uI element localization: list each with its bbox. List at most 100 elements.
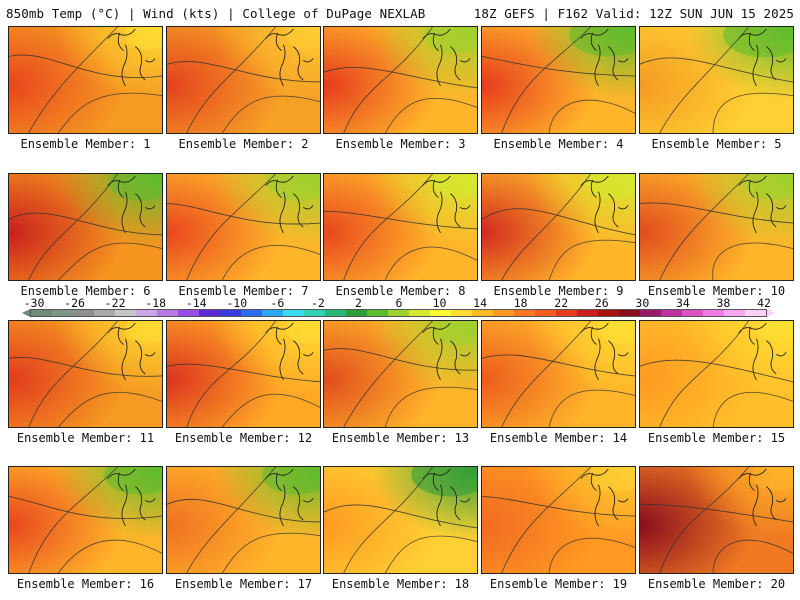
colorbar-segment <box>178 310 199 316</box>
colorbar-tick-label: -30 <box>23 296 45 310</box>
ensemble-map-panel <box>8 26 163 134</box>
colorbar-segment <box>325 310 346 316</box>
colorbar-segment <box>262 310 283 316</box>
colorbar-tick-label: -2 <box>310 296 325 310</box>
colorbar-right-arrow <box>767 309 775 317</box>
colorbar-tick-label: -10 <box>226 296 248 310</box>
ensemble-member-caption: Ensemble Member: 6 <box>20 284 151 298</box>
colorbar-segment <box>52 310 73 316</box>
temperature-colorbar <box>30 309 767 317</box>
colorbar-segment <box>724 310 745 316</box>
colorbar-segment <box>241 310 262 316</box>
ensemble-member-caption: Ensemble Member: 12 <box>174 431 313 445</box>
ensemble-member-caption: Ensemble Member: 7 <box>178 284 309 298</box>
colorbar-tick-label: 22 <box>554 296 569 310</box>
map-header: 850mb Temp (°C) | Wind (kts) | College o… <box>6 3 794 23</box>
colorbar-segment <box>451 310 472 316</box>
colorbar-segment <box>115 310 136 316</box>
colorbar-tick-label: 6 <box>395 296 403 310</box>
ensemble-map-panel <box>639 466 794 574</box>
header-right-title: 18Z GEFS | F162 Valid: 12Z SUN JUN 15 20… <box>473 5 794 21</box>
colorbar-left-arrow <box>22 309 30 317</box>
ensemble-map-panel <box>323 466 478 574</box>
ensemble-member-caption: Ensemble Member: 20 <box>647 577 786 591</box>
colorbar-segment <box>703 310 724 316</box>
colorbar-segment <box>430 310 451 316</box>
colorbar-tick-label: -22 <box>104 296 126 310</box>
header-left-title: 850mb Temp (°C) | Wind (kts) | College o… <box>6 5 426 21</box>
ensemble-map-panel <box>166 466 321 574</box>
ensemble-map-panel <box>8 466 163 574</box>
colorbar-tick-label: -26 <box>64 296 85 310</box>
ensemble-member-caption: Ensemble Member: 18 <box>331 577 470 591</box>
ensemble-member-caption: Ensemble Member: 5 <box>651 137 782 151</box>
colorbar-segment <box>619 310 640 316</box>
colorbar-segment <box>598 310 619 316</box>
ensemble-member-caption: Ensemble Member: 1 <box>20 137 151 151</box>
ensemble-map-panel <box>639 26 794 134</box>
ensemble-map-panel <box>323 173 478 281</box>
ensemble-map-panel <box>166 320 321 428</box>
ensemble-map-panel <box>323 26 478 134</box>
colorbar-segment <box>73 310 94 316</box>
colorbar-tick-label: 2 <box>354 296 362 310</box>
colorbar-segment <box>745 310 766 316</box>
colorbar-tick-label: 18 <box>513 296 528 310</box>
colorbar-tick-label: -14 <box>185 296 207 310</box>
colorbar-tick-label: 34 <box>675 296 690 310</box>
colorbar-segment <box>283 310 304 316</box>
colorbar-segment <box>661 310 682 316</box>
colorbar-segment <box>388 310 409 316</box>
colorbar-segment <box>640 310 661 316</box>
colorbar-segment <box>535 310 556 316</box>
ensemble-map-panel <box>8 320 163 428</box>
colorbar-segment <box>31 310 52 316</box>
colorbar-segment <box>493 310 514 316</box>
ensemble-map-panel <box>166 26 321 134</box>
colorbar-tick-label: 10 <box>432 296 447 310</box>
colorbar-segment <box>199 310 220 316</box>
colorbar-tick-label: -18 <box>145 296 167 310</box>
colorbar-segment <box>514 310 535 316</box>
ensemble-map-panel <box>166 173 321 281</box>
colorbar-segment <box>94 310 115 316</box>
ensemble-member-caption: Ensemble Member: 16 <box>16 577 155 591</box>
ensemble-map-panel <box>639 173 794 281</box>
ensemble-map-panel <box>639 320 794 428</box>
colorbar-segment <box>346 310 367 316</box>
colorbar-segment <box>220 310 241 316</box>
colorbar-segment <box>157 310 178 316</box>
colorbar-segment <box>136 310 157 316</box>
ensemble-map-panel <box>323 320 478 428</box>
ensemble-member-caption: Ensemble Member: 2 <box>178 137 309 151</box>
ensemble-member-caption: Ensemble Member: 10 <box>647 284 786 298</box>
ensemble-map-panel <box>481 466 636 574</box>
colorbar-segment <box>577 310 598 316</box>
colorbar-segment <box>367 310 388 316</box>
colorbar-tick-label: 42 <box>757 296 771 310</box>
colorbar-segment <box>472 310 493 316</box>
colorbar-segment <box>409 310 430 316</box>
ensemble-member-caption: Ensemble Member: 15 <box>647 431 786 445</box>
ensemble-member-caption: Ensemble Member: 11 <box>16 431 155 445</box>
colorbar-tick-label: 30 <box>635 296 650 310</box>
ensemble-map-panel <box>481 173 636 281</box>
ensemble-member-caption: Ensemble Member: 17 <box>174 577 313 591</box>
colorbar-tick-label: 26 <box>594 296 609 310</box>
ensemble-member-caption: Ensemble Member: 3 <box>335 137 466 151</box>
colorbar-tick-label: -6 <box>270 296 285 310</box>
ensemble-member-caption: Ensemble Member: 8 <box>335 284 466 298</box>
ensemble-member-caption: Ensemble Member: 4 <box>493 137 624 151</box>
ensemble-member-caption: Ensemble Member: 9 <box>493 284 624 298</box>
ensemble-member-caption: Ensemble Member: 14 <box>489 431 628 445</box>
colorbar-segment <box>556 310 577 316</box>
colorbar-segment <box>682 310 703 316</box>
ensemble-map-panel <box>8 173 163 281</box>
ensemble-map-panel <box>481 320 636 428</box>
ensemble-member-caption: Ensemble Member: 13 <box>331 431 470 445</box>
colorbar-tick-label: 14 <box>473 296 488 310</box>
ensemble-member-caption: Ensemble Member: 19 <box>489 577 628 591</box>
ensemble-map-panel <box>481 26 636 134</box>
colorbar-segment <box>304 310 325 316</box>
colorbar-tick-label: 38 <box>716 296 731 310</box>
